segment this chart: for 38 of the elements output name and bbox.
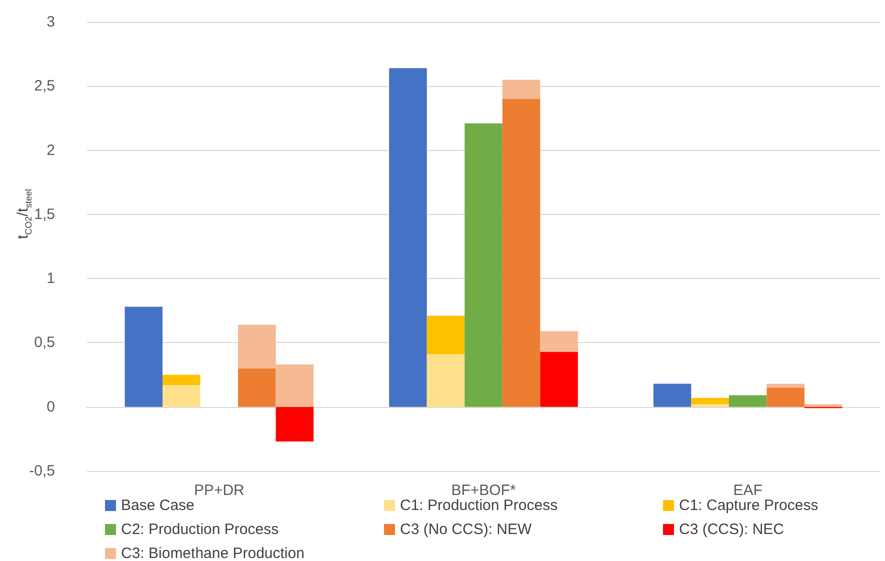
legend-label: C1: Production Process	[400, 497, 558, 514]
legend-label: C3 (No CCS): NEW	[400, 521, 533, 538]
y-tick-label: 0	[46, 398, 55, 416]
bar	[540, 352, 578, 407]
bar	[426, 316, 465, 354]
bar	[691, 404, 729, 407]
bar	[766, 384, 804, 388]
x-tick-label: BF+BOF*	[451, 482, 516, 499]
y-tick-label: -0,5	[29, 462, 55, 480]
bar	[238, 368, 276, 407]
bar	[691, 398, 729, 404]
bar	[804, 404, 842, 407]
bar	[426, 354, 465, 407]
legend-label: Base Case	[121, 497, 194, 514]
x-tick-label: PP+DR	[194, 482, 245, 499]
bar	[162, 385, 200, 407]
bar	[766, 388, 804, 407]
bar	[276, 406, 314, 442]
bar	[389, 68, 427, 407]
y-tick-label: 3	[46, 14, 55, 30]
legend-label: C3: Biomethane Production	[121, 545, 304, 561]
bar	[162, 374, 200, 386]
legend-label: C1: Capture Process	[679, 497, 818, 514]
legend-label: C3 (CCS): NEC	[679, 521, 784, 538]
x-tick-label: EAF	[733, 482, 762, 499]
y-tick-label: 0,5	[34, 334, 55, 352]
legend-label: C2: Production Process	[121, 521, 279, 538]
y-tick-label: 1	[46, 270, 55, 288]
bar	[124, 306, 163, 407]
y-tick-label: 1,5	[34, 206, 55, 223]
bar	[502, 98, 540, 407]
bar	[728, 395, 767, 407]
y-tick-label: 2	[46, 142, 55, 159]
bar	[540, 331, 578, 352]
bar	[464, 123, 502, 407]
bar	[502, 80, 540, 99]
bar	[653, 384, 692, 407]
y-tick-label: 2,5	[34, 78, 55, 95]
